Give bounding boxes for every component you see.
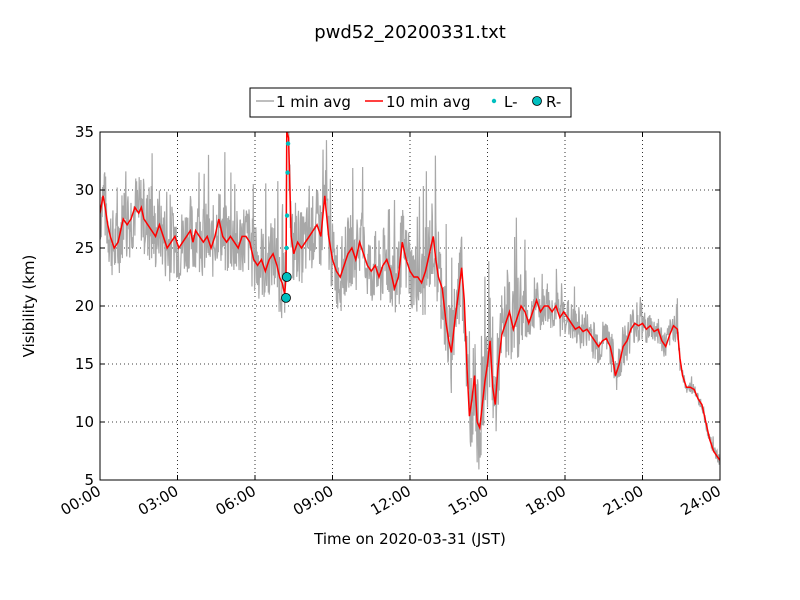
x-tick-label: 21:00 (600, 482, 646, 519)
l-point (284, 245, 289, 251)
x-tick-label: 24:00 (678, 482, 724, 519)
legend-r-label: R- (546, 93, 561, 111)
y-tick-label: 35 (75, 123, 94, 141)
series-l-points (283, 118, 291, 301)
l-point (284, 213, 290, 218)
legend-r-marker (532, 96, 542, 106)
l-point (285, 170, 290, 175)
l-point (286, 118, 290, 122)
legend-box (249, 87, 572, 118)
legend-1min-label: 1 min avg (276, 93, 351, 111)
y-tick-label: 20 (75, 297, 94, 315)
series-10min-avg-line (100, 132, 720, 461)
x-tick-label: 15:00 (445, 482, 491, 519)
x-tick-label: 00:00 (58, 482, 104, 519)
series-r-points (281, 272, 292, 303)
x-tick-label: 06:00 (213, 482, 259, 519)
series-1min-avg-line (100, 132, 720, 470)
legend-10min-label: 10 min avg (386, 93, 471, 111)
plot-area: 00:00 03:00 06:00 09:00 12:00 15:00 18:00 21:00… (58, 118, 724, 519)
x-axis-label: Time on 2020-03-31 (JST) (313, 530, 506, 548)
x-tick-label: 03:00 (135, 482, 181, 519)
y-axis-label: Visibility (km) (20, 255, 38, 358)
x-tick-label: 18:00 (523, 482, 569, 519)
y-tick-label: 30 (75, 181, 94, 199)
chart-title: pwd52_20200331.txt (314, 22, 506, 43)
y-tick-label: 25 (75, 239, 94, 257)
x-tick-label: 12:00 (368, 482, 414, 519)
y-tick-label: 5 (84, 471, 94, 489)
y-tick-label: 10 (75, 413, 94, 431)
y-tick-label: 15 (75, 355, 94, 373)
legend: 1 min avg 10 min avg L- R- (249, 87, 572, 118)
x-tick-label: 09:00 (290, 482, 336, 519)
r-point (281, 272, 292, 282)
r-point (281, 292, 291, 303)
legend-l-marker (491, 98, 497, 104)
legend-l-label: L- (504, 93, 518, 111)
y-axis-ticks: 5 10 15 20 25 30 35 (75, 123, 720, 489)
l-point (285, 141, 291, 146)
